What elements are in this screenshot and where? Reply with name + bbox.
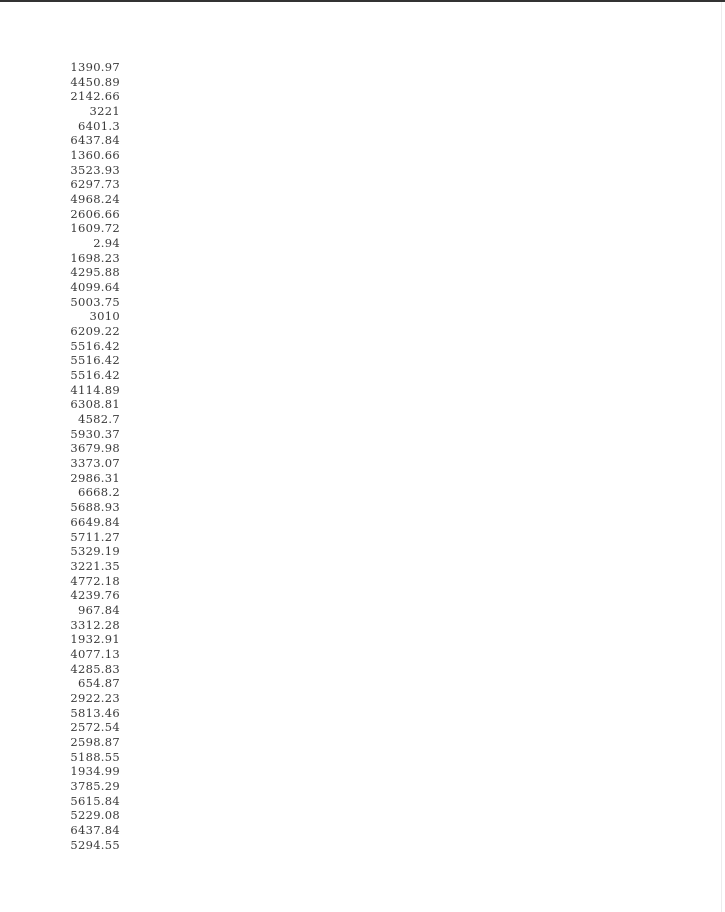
- value-cell: 4114.89: [70, 382, 120, 397]
- value-cell: 2.94: [93, 236, 120, 251]
- value-cell: 6401.3: [77, 118, 120, 133]
- value-cell: 3523.93: [70, 162, 120, 177]
- value-cell: 6308.81: [70, 397, 120, 412]
- value-cell: 654.87: [77, 676, 120, 691]
- value-cell: 4099.64: [70, 280, 120, 295]
- value-cell: 1390.97: [70, 60, 120, 74]
- value-cell: 5813.46: [70, 705, 120, 720]
- value-cell: 6649.84: [70, 514, 120, 529]
- value-cell: 4077.13: [70, 646, 120, 661]
- value-cell: 1932.91: [70, 632, 120, 647]
- value-cell: 5711.27: [70, 529, 120, 544]
- value-cell: 2922.23: [70, 690, 120, 705]
- value-cell: 6437.84: [70, 822, 120, 837]
- value-cell: 5688.93: [70, 500, 120, 515]
- value-cell: 3373.07: [70, 456, 120, 471]
- value-cell: 5229.08: [70, 808, 120, 823]
- value-cell: 3312.28: [70, 617, 120, 632]
- value-cell: 1609.72: [70, 221, 120, 236]
- value-cell: 3221: [89, 104, 120, 119]
- value-cell: 4582.7: [77, 412, 120, 427]
- top-border: [0, 0, 725, 2]
- value-cell: 4295.88: [70, 265, 120, 280]
- number-column: 1390.97 4450.89 2142.66 3221 6401.3 6437.84 13…: [60, 60, 120, 852]
- value-cell: 5516.42: [70, 338, 120, 353]
- value-cell: 2142.66: [70, 89, 120, 104]
- value-cell: 5930.37: [70, 426, 120, 441]
- value-cell: 5516.42: [70, 353, 120, 368]
- value-cell: 1934.99: [70, 764, 120, 779]
- value-cell: 4450.89: [70, 74, 120, 89]
- value-cell: 6668.2: [77, 485, 120, 500]
- value-cell: 3010: [89, 309, 120, 324]
- value-cell: 6297.73: [70, 177, 120, 192]
- value-cell: 4772.18: [70, 573, 120, 588]
- value-cell: 4239.76: [70, 588, 120, 603]
- value-cell: 3785.29: [70, 778, 120, 793]
- value-cell: 1698.23: [70, 250, 120, 265]
- value-cell: 4285.83: [70, 661, 120, 676]
- value-cell: 3221.35: [70, 558, 120, 573]
- value-cell: 6437.84: [70, 133, 120, 148]
- value-cell: 5294.55: [70, 837, 120, 852]
- value-cell: 1360.66: [70, 148, 120, 163]
- value-cell: 5003.75: [70, 294, 120, 309]
- value-cell: 5615.84: [70, 793, 120, 808]
- value-cell: 5188.55: [70, 749, 120, 764]
- value-cell: 6209.22: [70, 324, 120, 339]
- value-cell: 5516.42: [70, 368, 120, 383]
- value-cell: 2598.87: [70, 734, 120, 749]
- value-cell: 4968.24: [70, 192, 120, 207]
- value-cell: 3679.98: [70, 441, 120, 456]
- value-cell: 2986.31: [70, 470, 120, 485]
- value-cell: 5329.19: [70, 544, 120, 559]
- page-edge: [721, 2, 722, 912]
- value-cell: 967.84: [77, 602, 120, 617]
- value-cell: 2606.66: [70, 206, 120, 221]
- value-cell: 2572.54: [70, 720, 120, 735]
